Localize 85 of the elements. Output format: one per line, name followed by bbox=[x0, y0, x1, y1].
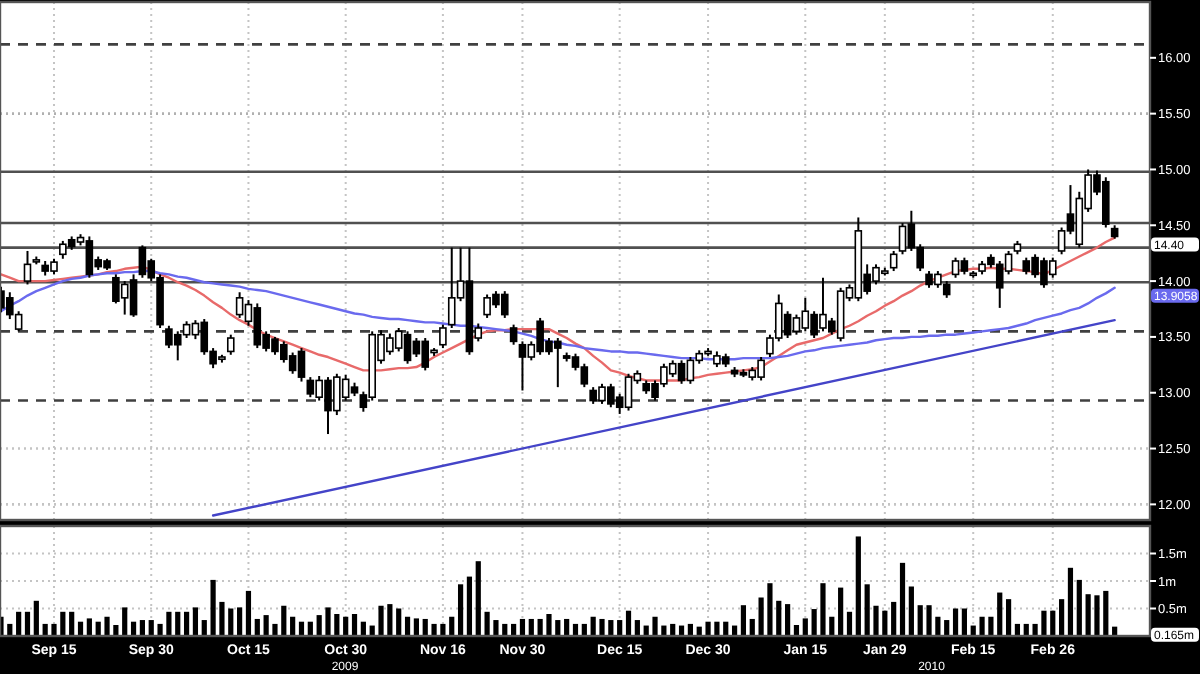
bar bbox=[413, 618, 419, 636]
candlestick bbox=[120, 280, 129, 316]
bar bbox=[237, 607, 243, 636]
candlestick bbox=[421, 337, 430, 372]
bar bbox=[404, 616, 411, 636]
candlestick bbox=[439, 323, 447, 350]
bar bbox=[104, 616, 110, 636]
bar bbox=[820, 583, 826, 636]
bar bbox=[86, 618, 92, 636]
candlestick bbox=[677, 359, 686, 385]
candlestick bbox=[500, 290, 509, 319]
bar bbox=[634, 620, 640, 636]
line-series bbox=[0, 236, 1116, 382]
bar bbox=[546, 614, 552, 636]
bar bbox=[245, 590, 252, 636]
candlestick bbox=[1048, 256, 1057, 279]
bar bbox=[1059, 599, 1065, 636]
candlestick bbox=[951, 256, 960, 279]
bar bbox=[944, 620, 950, 636]
candlestick bbox=[898, 222, 907, 256]
bar bbox=[908, 586, 914, 636]
candlestick bbox=[801, 296, 810, 333]
bar bbox=[926, 605, 932, 636]
candlestick bbox=[129, 273, 138, 318]
candlestick bbox=[253, 302, 262, 350]
bar bbox=[899, 562, 906, 636]
bar bbox=[519, 618, 526, 636]
bar bbox=[855, 536, 861, 636]
bar bbox=[457, 584, 464, 636]
candlestick bbox=[995, 260, 1004, 309]
candlestick bbox=[297, 347, 306, 383]
candlestick bbox=[403, 330, 412, 365]
bar bbox=[183, 611, 190, 636]
candlestick bbox=[23, 249, 32, 286]
bar bbox=[1076, 579, 1082, 636]
candlestick bbox=[173, 330, 182, 362]
bar bbox=[378, 605, 384, 636]
bar bbox=[325, 607, 331, 636]
candlestick bbox=[235, 291, 244, 319]
bar bbox=[201, 620, 207, 636]
bar bbox=[952, 608, 959, 636]
bar bbox=[122, 607, 128, 636]
candlestick bbox=[85, 235, 94, 279]
bar bbox=[528, 618, 534, 636]
candlestick bbox=[306, 376, 315, 399]
bar bbox=[396, 608, 402, 636]
bar bbox=[802, 618, 808, 636]
bar bbox=[192, 607, 199, 636]
bar bbox=[652, 616, 658, 636]
bar bbox=[351, 614, 358, 636]
candlestick bbox=[686, 356, 695, 385]
bar bbox=[617, 620, 623, 636]
bar bbox=[838, 587, 844, 636]
candlestick bbox=[580, 362, 589, 389]
candlestick bbox=[624, 372, 633, 412]
bar bbox=[564, 618, 570, 636]
bar bbox=[16, 611, 22, 636]
candlestick bbox=[226, 333, 235, 356]
candlestick bbox=[509, 323, 518, 346]
bar bbox=[24, 611, 31, 636]
bar bbox=[343, 616, 349, 636]
candlestick bbox=[836, 286, 845, 343]
bar bbox=[466, 576, 473, 636]
bar bbox=[891, 601, 897, 636]
bar bbox=[785, 604, 791, 636]
candlestick bbox=[138, 244, 147, 279]
bar bbox=[599, 618, 605, 636]
candlestick bbox=[792, 313, 801, 336]
bar bbox=[1067, 567, 1074, 636]
bar bbox=[961, 608, 967, 636]
bar bbox=[1005, 599, 1012, 636]
bar bbox=[69, 611, 75, 636]
bar bbox=[846, 611, 853, 636]
bar bbox=[139, 620, 145, 636]
bar bbox=[254, 618, 260, 636]
bar bbox=[625, 610, 632, 636]
bar bbox=[33, 600, 39, 636]
candlestick bbox=[447, 246, 456, 329]
candlestick bbox=[518, 340, 527, 392]
candlestick bbox=[288, 351, 297, 375]
candlestick bbox=[394, 326, 403, 353]
bar bbox=[290, 616, 296, 636]
candlestick bbox=[783, 310, 792, 340]
bar bbox=[1094, 595, 1100, 636]
bar bbox=[740, 605, 747, 636]
